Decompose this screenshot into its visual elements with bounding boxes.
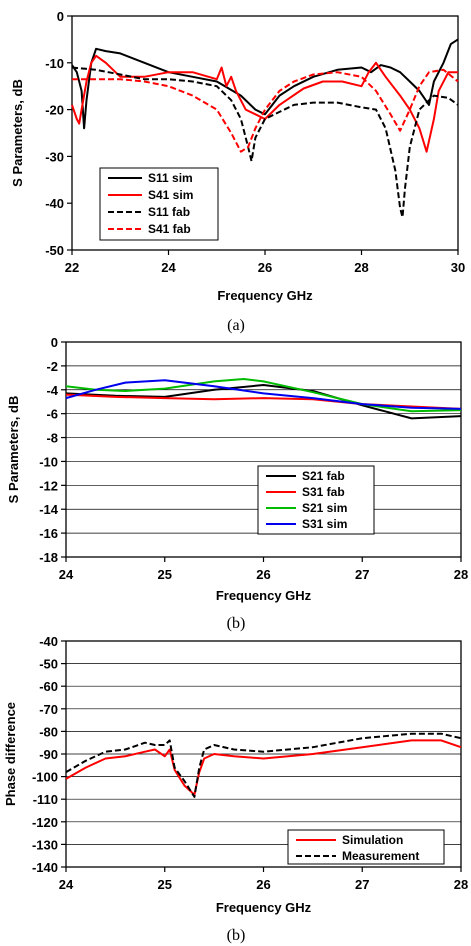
legend-label: Measurement xyxy=(342,849,419,863)
x-tick-label: 25 xyxy=(158,567,172,582)
y-tick-label: -30 xyxy=(45,149,64,164)
x-tick-label: 24 xyxy=(59,877,74,892)
x-tick-label: 22 xyxy=(65,260,79,275)
chart-3: 24 25 26 27 28 -40 -50 -60 -70 -80 -90 -100 -110 -120… xyxy=(3,634,468,944)
legend-label: S11 sim xyxy=(148,171,193,185)
legend-label: S31 sim xyxy=(302,517,347,531)
y-tick-label: -130 xyxy=(32,837,58,852)
y-tick-label: -6 xyxy=(46,407,58,422)
x-tick-label: 27 xyxy=(355,877,369,892)
y-tick-label: -16 xyxy=(39,526,58,541)
x-tick-label: 26 xyxy=(256,877,270,892)
series-line-simulation xyxy=(65,739,462,796)
y-tick-label: -110 xyxy=(33,792,58,807)
y-tick-label: -2 xyxy=(46,359,58,374)
y-tick-label: -80 xyxy=(39,724,58,739)
figure-caption: (a) xyxy=(227,317,245,334)
y-tick-label: -8 xyxy=(46,431,58,446)
legend-label: S21 fab xyxy=(302,469,345,483)
y-tick-label: -20 xyxy=(45,103,64,118)
legend-label: S31 fab xyxy=(302,485,345,499)
series-line-s21-sim xyxy=(65,378,462,413)
y-tick-label: -12 xyxy=(39,478,58,493)
legend-box xyxy=(287,829,445,865)
x-tick-label: 26 xyxy=(256,567,270,582)
y-tick-label: 0 xyxy=(51,335,58,350)
x-tick-label: 25 xyxy=(158,877,172,892)
x-tick-label: 28 xyxy=(454,567,468,582)
series-line-measurement xyxy=(65,732,462,798)
x-axis-label: Frequency GHz xyxy=(216,900,312,915)
y-tick-label: -4 xyxy=(46,383,58,398)
y-axis-label: S Parameters, dB xyxy=(10,79,25,187)
legend-label: S41 fab xyxy=(148,222,191,236)
chart-1: 22 24 26 28 30 0 -10 -20 -30 -40 -50 Frequency GHz S… xyxy=(10,9,465,334)
y-tick-label: -10 xyxy=(39,454,58,469)
y-tick-label: -100 xyxy=(32,770,58,785)
y-tick-label: -70 xyxy=(39,702,58,717)
legend-label: S21 sim xyxy=(302,501,347,515)
x-tick-label: 24 xyxy=(161,260,176,275)
legend: Simulation Measurement xyxy=(287,829,445,865)
y-tick-label: -60 xyxy=(39,679,58,694)
legend-box xyxy=(257,465,375,535)
y-tick-label: -50 xyxy=(45,243,64,258)
legend-label: S41 sim xyxy=(148,188,193,202)
x-tick-label: 26 xyxy=(258,260,272,275)
y-tick-label: -40 xyxy=(45,196,64,211)
legend: S21 fab S31 fab S21 sim S31 sim xyxy=(257,465,375,535)
legend-label: Simulation xyxy=(342,833,403,847)
figure-caption: (b) xyxy=(227,927,246,944)
x-axis-label: Frequency GHz xyxy=(217,288,313,303)
x-tick-label: 24 xyxy=(59,567,74,582)
y-tick-label: -90 xyxy=(39,747,58,762)
x-tick-label: 30 xyxy=(451,260,465,275)
x-axis-label: Frequency GHz xyxy=(216,588,312,603)
x-tick-label: 27 xyxy=(355,567,369,582)
y-tick-label: -40 xyxy=(39,634,58,649)
y-tick-label: -140 xyxy=(32,860,58,875)
series-line-s11-fab xyxy=(71,66,459,219)
legend-label: S11 fab xyxy=(148,205,190,219)
y-tick-label: 0 xyxy=(57,9,64,24)
series-line-s41-fab xyxy=(72,68,459,153)
y-tick-label: -50 xyxy=(39,657,58,672)
y-tick-label: -10 xyxy=(45,56,64,71)
y-tick-label: -14 xyxy=(39,502,59,517)
y-axis-label: S Parameters, dB xyxy=(6,396,21,504)
x-tick-label: 28 xyxy=(354,260,368,275)
x-tick-label: 28 xyxy=(454,877,468,892)
legend: S11 sim S41 sim S11 fab S41 fab xyxy=(99,167,219,241)
figure-caption: (b) xyxy=(227,615,246,632)
series-line-s31-sim xyxy=(65,379,462,410)
y-axis-label: Phase difference xyxy=(3,702,18,806)
series-line-s21-fab xyxy=(65,384,462,420)
y-tick-label: -18 xyxy=(39,550,58,565)
chart-2: 24 25 26 27 28 0 -2 -4 -6 -8 -10 -12 -14 -16 -18 Freque… xyxy=(6,335,468,632)
series-line-s41-sim xyxy=(71,54,458,153)
y-tick-label: -120 xyxy=(32,815,58,830)
